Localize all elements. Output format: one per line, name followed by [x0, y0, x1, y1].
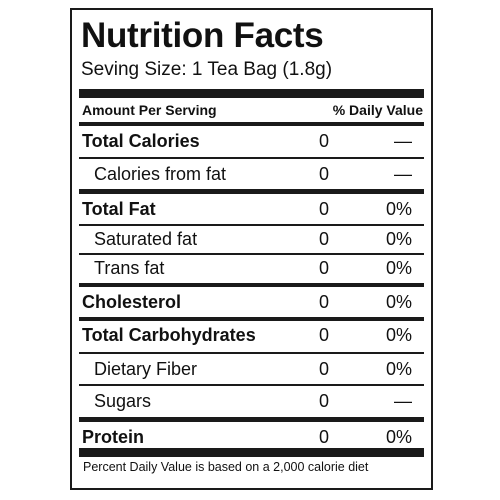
- daily-value: 0%: [385, 325, 412, 345]
- daily-value: —: [394, 391, 412, 411]
- section-divider: [79, 417, 424, 422]
- nutrient-name: Total Fat: [82, 199, 156, 219]
- section-divider: [79, 317, 424, 321]
- column-header: Amount Per Serving % Daily Value: [79, 98, 424, 122]
- nutrient-name: Calories from fat: [94, 164, 227, 184]
- nutrient-amount: 0: [319, 131, 330, 151]
- row-sugars: Sugars 0 —: [79, 386, 424, 416]
- nutrient-name: Cholesterol: [82, 292, 182, 312]
- daily-value: 0%: [385, 199, 412, 219]
- section-divider: [79, 189, 424, 194]
- row-divider: [79, 384, 424, 386]
- nutrient-amount: 0: [319, 391, 330, 411]
- row-total-calories: Total Calories 0 —: [79, 126, 424, 156]
- thick-divider-top: [79, 89, 424, 98]
- nutrient-amount: 0: [319, 292, 330, 312]
- amount-per-serving-heading: Amount Per Serving: [82, 102, 217, 118]
- serving-size: Seving Size: 1 Tea Bag (1.8g): [81, 59, 333, 80]
- daily-value: 0%: [385, 258, 412, 278]
- row-calories-from-fat: Calories from fat 0 —: [79, 159, 424, 189]
- nutrient-name: Saturated fat: [94, 229, 198, 249]
- nutrient-amount: 0: [319, 258, 330, 278]
- row-dietary-fiber: Dietary Fiber 0 0%: [79, 354, 424, 384]
- row-cholesterol: Cholesterol 0 0%: [79, 287, 424, 317]
- nutrient-name: Total Calories: [82, 131, 200, 151]
- row-divider: [79, 352, 424, 354]
- thick-divider-bottom: [79, 448, 424, 457]
- nutrient-amount: 0: [319, 229, 330, 249]
- nutrient-amount: 0: [319, 359, 330, 379]
- daily-value-footnote: Percent Daily Value is based on a 2,000 …: [83, 460, 369, 474]
- row-divider: [79, 253, 424, 255]
- row-total-carbohydrates: Total Carbohydrates 0 0%: [79, 320, 424, 350]
- nutrient-amount: 0: [319, 427, 330, 447]
- nutrient-name: Sugars: [94, 391, 152, 411]
- nutrient-name: Trans fat: [94, 258, 165, 278]
- daily-value-heading: % Daily Value: [332, 102, 423, 118]
- nutrient-name: Total Carbohydrates: [82, 325, 256, 345]
- nutrient-name: Dietary Fiber: [94, 359, 198, 379]
- nutrient-amount: 0: [319, 164, 330, 184]
- daily-value: —: [394, 164, 412, 184]
- row-total-fat: Total Fat 0 0%: [79, 194, 424, 224]
- daily-value: 0%: [385, 359, 412, 379]
- row-divider: [79, 224, 424, 226]
- daily-value: —: [394, 131, 412, 151]
- nutrient-amount: 0: [319, 325, 330, 345]
- nutrition-facts-label: Nutrition Facts Seving Size: 1 Tea Bag (…: [70, 8, 433, 490]
- section-divider: [79, 283, 424, 287]
- daily-value: 0%: [385, 427, 412, 447]
- row-saturated-fat: Saturated fat 0 0%: [79, 224, 424, 254]
- nutrient-name: Protein: [82, 427, 145, 447]
- nutrient-amount: 0: [319, 199, 330, 219]
- daily-value: 0%: [385, 229, 412, 249]
- row-protein: Protein 0 0%: [79, 422, 424, 452]
- daily-value: 0%: [385, 292, 412, 312]
- row-divider: [79, 157, 424, 159]
- header-divider: [79, 122, 424, 126]
- label-title: Nutrition Facts: [81, 16, 324, 55]
- row-trans-fat: Trans fat 0 0%: [79, 253, 424, 283]
